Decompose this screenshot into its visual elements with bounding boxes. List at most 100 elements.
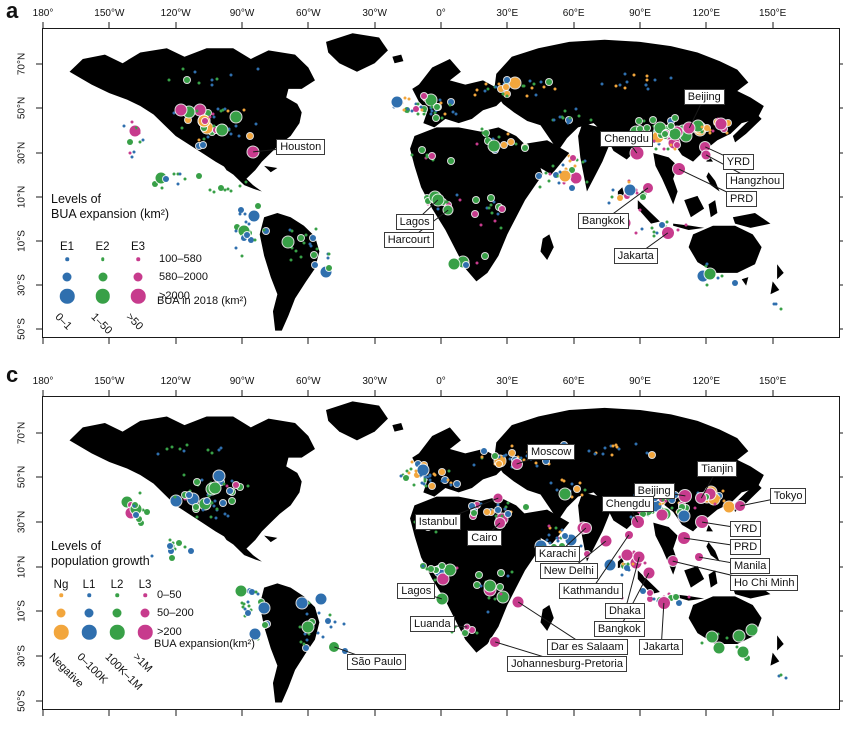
data-point [448, 98, 455, 105]
data-point [401, 473, 405, 477]
data-point [497, 584, 504, 591]
data-point [503, 507, 507, 511]
data-point [557, 181, 561, 185]
data-point [720, 125, 727, 132]
data-point [415, 461, 422, 468]
city-label-yrd: YRD [729, 520, 762, 537]
legend-column-label: >50 [123, 311, 146, 333]
data-point [545, 538, 549, 542]
data-point [480, 447, 487, 454]
data-point [257, 599, 264, 606]
lat-tick-label: 10°S [16, 600, 28, 623]
legend-title: BUA expansion (km²) [51, 207, 170, 221]
data-point [484, 580, 496, 592]
data-point [171, 544, 175, 548]
data-point [561, 116, 565, 120]
data-point [647, 591, 651, 595]
data-point [544, 171, 548, 175]
legend-swatch [137, 624, 153, 640]
data-point [455, 193, 459, 197]
data-point [624, 184, 636, 196]
data-point [317, 611, 321, 615]
data-point [155, 172, 167, 184]
city-label-bangkok: Bangkok [593, 621, 645, 638]
data-point [480, 127, 484, 131]
data-point [494, 514, 498, 518]
data-point [539, 80, 543, 84]
leader-line [618, 572, 650, 630]
data-point [501, 142, 508, 149]
data-point [583, 488, 587, 492]
data-point [473, 93, 477, 97]
data-point [223, 107, 227, 111]
data-point [667, 595, 674, 601]
data-point [656, 509, 668, 521]
data-point [454, 480, 461, 487]
data-point [424, 194, 431, 201]
lat-tick-right [840, 63, 843, 65]
data-point [639, 194, 646, 201]
data-point [163, 176, 170, 183]
lon-tick [705, 22, 707, 28]
lat-tick-label: 50°S [16, 317, 28, 340]
lon-tick-label: 150°E [758, 376, 787, 387]
city-label-tianjin: Tianjin [697, 460, 738, 477]
data-point [391, 96, 403, 108]
data-point [650, 500, 662, 512]
data-point [200, 141, 207, 148]
data-point [484, 508, 491, 515]
city-label-lagos: Lagos [397, 582, 436, 599]
lon-tick-bottom [440, 338, 442, 344]
lat-tick-right [840, 700, 843, 702]
data-point [468, 627, 475, 634]
city-label-prd: PRD [729, 538, 762, 555]
data-point [488, 140, 500, 152]
data-point [197, 81, 201, 85]
data-point [716, 276, 719, 280]
data-point [210, 501, 214, 505]
data-point [122, 124, 126, 128]
data-point [522, 503, 529, 510]
data-point [461, 629, 468, 636]
data-point [342, 622, 346, 626]
data-point [399, 474, 403, 478]
data-point [614, 84, 618, 88]
data-point [666, 497, 670, 501]
data-point [226, 109, 230, 113]
data-point [521, 145, 528, 151]
data-point [425, 155, 429, 159]
data-point [556, 174, 560, 178]
legend-title: Levels of [51, 192, 102, 206]
data-point [329, 625, 333, 629]
data-point [636, 118, 643, 125]
data-point [475, 261, 479, 265]
data-point [652, 124, 656, 128]
data-point [316, 631, 320, 635]
lon-tick-label: 60°E [562, 376, 585, 387]
data-point [212, 190, 216, 194]
data-point [215, 77, 219, 81]
data-point [475, 631, 479, 635]
legend-column-key: L2 [110, 579, 124, 591]
data-point [449, 483, 453, 487]
data-point [777, 674, 781, 678]
lat-tick-label: 30°N [16, 141, 28, 164]
city-label-yrd: YRD [722, 154, 755, 171]
panel-c-map: Moscow Tianjin Beijing Tokyo Chengdu Istanbul… [17, 376, 843, 716]
data-point [687, 595, 691, 599]
data-point [570, 495, 574, 499]
data-point [230, 111, 242, 123]
lon-tick-bottom [175, 710, 177, 716]
data-point [186, 492, 193, 499]
data-point [567, 154, 571, 158]
data-point [502, 461, 506, 465]
data-point [626, 562, 630, 566]
legend-column-key: L1 [82, 579, 96, 591]
data-point [421, 564, 425, 568]
lon-tick-bottom [241, 338, 243, 344]
data-point [463, 261, 470, 268]
legend-swatch [62, 272, 72, 282]
data-point [472, 463, 476, 467]
data-point [487, 194, 494, 201]
data-point [220, 500, 227, 507]
